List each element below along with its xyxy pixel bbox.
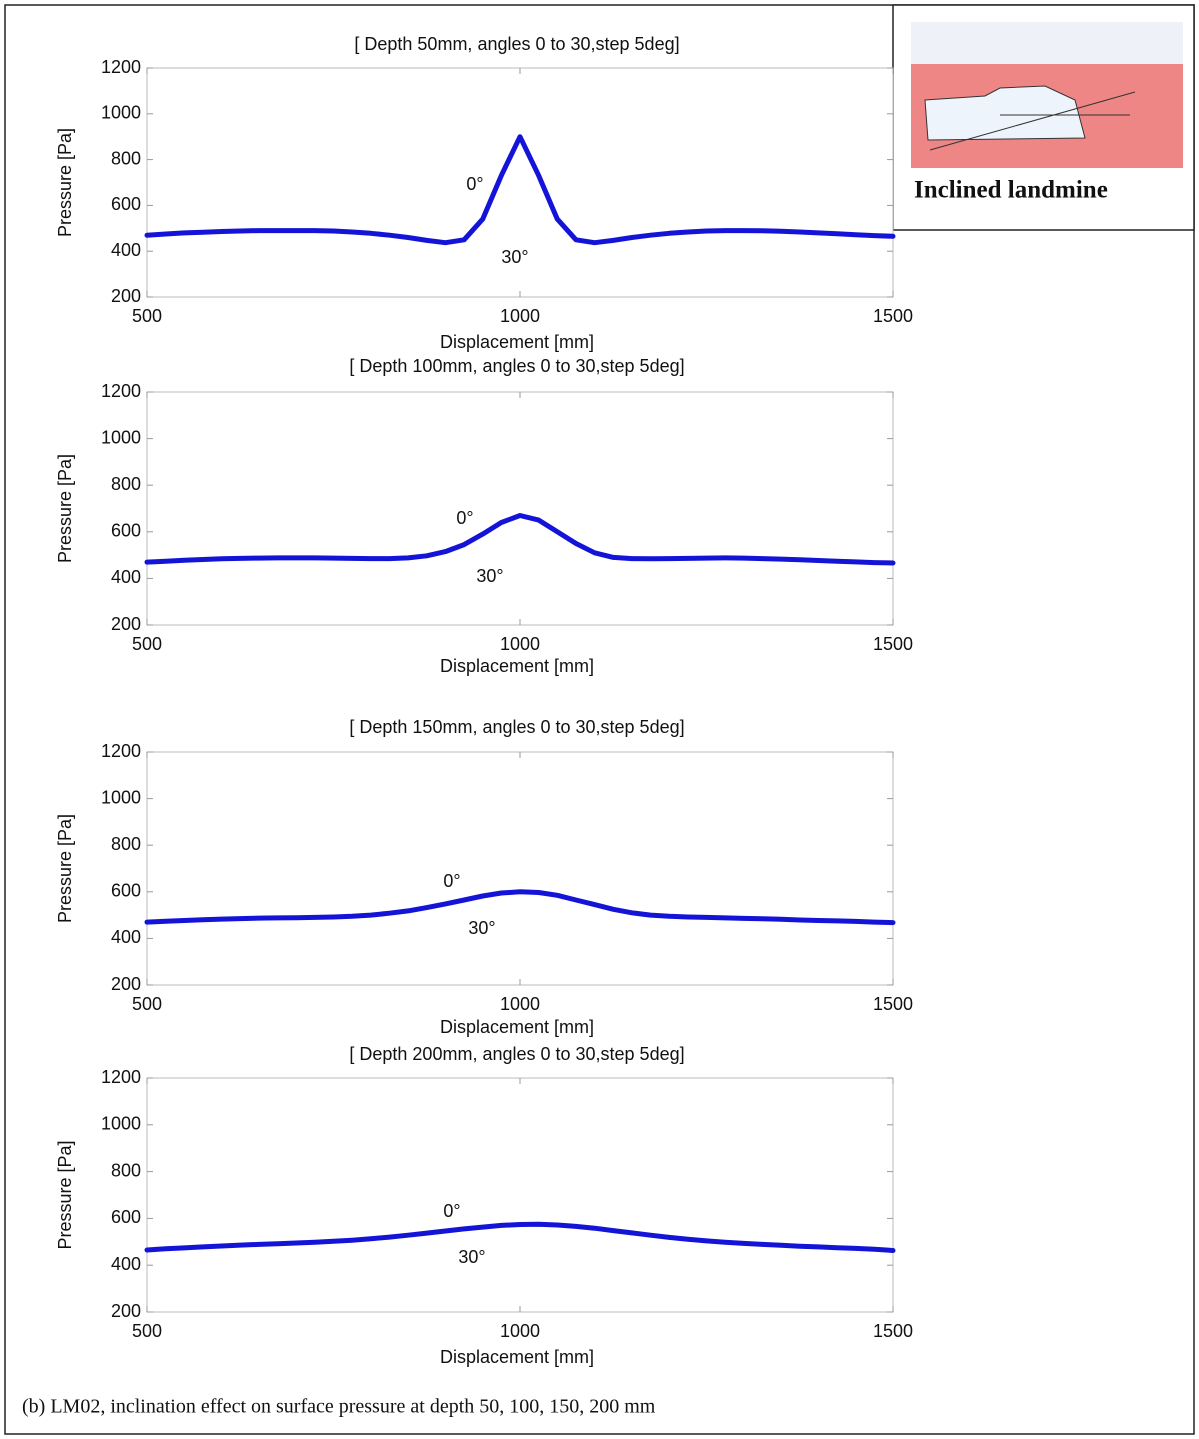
y-tick-label: 200: [111, 614, 141, 634]
chart-title: [ Depth 150mm, angles 0 to 30,step 5deg]: [349, 717, 684, 737]
y-tick-label: 400: [111, 567, 141, 587]
y-tick-label: 1200: [101, 381, 141, 401]
y-tick-label: 200: [111, 974, 141, 994]
y-tick-label: 600: [111, 194, 141, 214]
y-tick-label: 1000: [101, 787, 141, 807]
y-tick-label: 1000: [101, 103, 141, 123]
y-axis-label: Pressure [Pa]: [55, 814, 75, 923]
chart-title: [ Depth 200mm, angles 0 to 30,step 5deg]: [349, 1044, 684, 1064]
x-tick-label: 1000: [500, 1321, 540, 1341]
chart-title: [ Depth 100mm, angles 0 to 30,step 5deg]: [349, 356, 684, 376]
y-tick-label: 400: [111, 1254, 141, 1274]
inset-label: Inclined landmine: [914, 177, 1108, 204]
y-tick-label: 800: [111, 148, 141, 168]
caption: (b) LM02, inclination effect on surface …: [22, 1396, 656, 1418]
plot-area: [147, 392, 893, 625]
y-tick-label: 600: [111, 521, 141, 541]
x-tick-label: 500: [132, 306, 162, 326]
plot-area: [147, 1078, 893, 1312]
x-tick-label: 1000: [500, 994, 540, 1014]
x-axis-label: Displacement [mm]: [440, 656, 594, 676]
annotation: 30°: [501, 247, 528, 267]
y-tick-label: 1200: [101, 741, 141, 761]
x-tick-label: 1500: [873, 994, 913, 1014]
chart-title: [ Depth 50mm, angles 0 to 30,step 5deg]: [354, 34, 679, 54]
y-tick-label: 400: [111, 240, 141, 260]
inset: Inclined landmine: [893, 5, 1194, 230]
x-tick-label: 500: [132, 634, 162, 654]
y-axis-label: Pressure [Pa]: [55, 454, 75, 563]
annotation: 0°: [443, 1201, 460, 1221]
x-tick-label: 1500: [873, 1321, 913, 1341]
x-axis-label: Displacement [mm]: [440, 332, 594, 352]
x-tick-label: 1500: [873, 634, 913, 654]
annotation: 0°: [466, 174, 483, 194]
annotation: 0°: [456, 508, 473, 528]
y-tick-label: 1200: [101, 1067, 141, 1087]
x-tick-label: 500: [132, 1321, 162, 1341]
y-tick-label: 600: [111, 881, 141, 901]
y-tick-label: 800: [111, 474, 141, 494]
x-tick-label: 1000: [500, 306, 540, 326]
annotation: 30°: [458, 1247, 485, 1267]
y-axis-label: Pressure [Pa]: [55, 1140, 75, 1249]
annotation: 30°: [476, 566, 503, 586]
x-tick-label: 500: [132, 994, 162, 1014]
y-tick-label: 800: [111, 834, 141, 854]
x-tick-label: 1000: [500, 634, 540, 654]
annotation: 0°: [443, 871, 460, 891]
y-tick-label: 200: [111, 1301, 141, 1321]
inset-sky: [911, 22, 1183, 64]
y-axis-label: Pressure [Pa]: [55, 128, 75, 237]
figure: Inclined landmine (b) LM02, inclination …: [0, 0, 1199, 1439]
y-tick-label: 800: [111, 1160, 141, 1180]
y-tick-label: 200: [111, 286, 141, 306]
x-tick-label: 1500: [873, 306, 913, 326]
y-tick-label: 600: [111, 1207, 141, 1227]
x-axis-label: Displacement [mm]: [440, 1017, 594, 1037]
x-axis-label: Displacement [mm]: [440, 1347, 594, 1367]
annotation: 30°: [468, 918, 495, 938]
y-tick-label: 1200: [101, 57, 141, 77]
y-tick-label: 400: [111, 927, 141, 947]
y-tick-label: 1000: [101, 427, 141, 447]
y-tick-label: 1000: [101, 1114, 141, 1134]
plot-area: [147, 752, 893, 985]
